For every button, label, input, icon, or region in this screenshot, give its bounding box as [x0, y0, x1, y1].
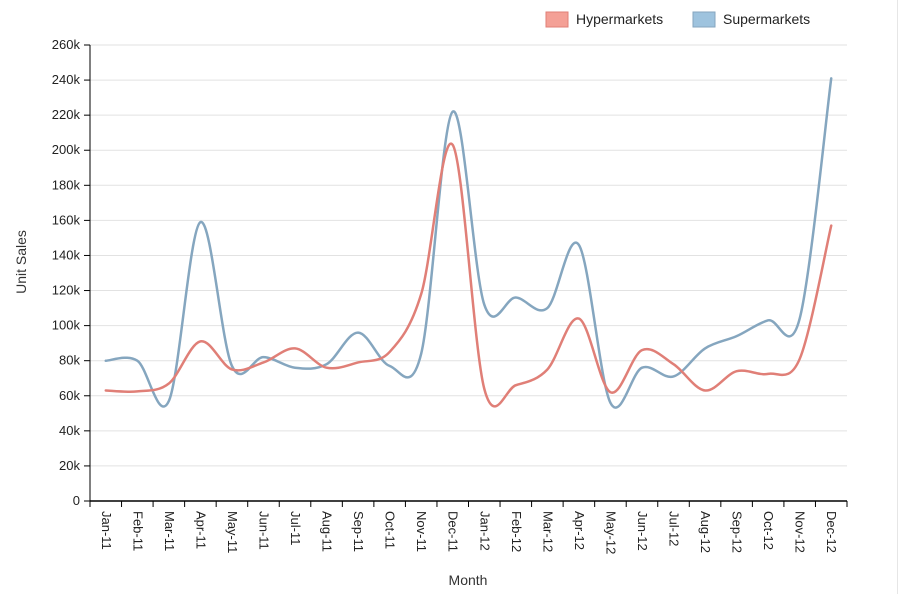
legend-label-supermarkets: Supermarkets [723, 11, 810, 27]
series-line-hypermarkets [104, 142, 833, 408]
x-tick-label: Dec-12 [824, 511, 839, 553]
legend-item-hypermarkets[interactable]: Hypermarkets [545, 11, 663, 28]
x-tick-label: Jul-11 [288, 511, 303, 545]
y-tick-label: 40k [59, 423, 80, 438]
x-tick-label: Feb-11 [130, 511, 145, 551]
x-axis-title: Month [449, 572, 488, 588]
x-tick-label: Jul-12 [667, 511, 682, 546]
legend-swatch-hypermarkets [545, 11, 569, 28]
y-tick-label: 20k [59, 458, 80, 473]
y-tick-label: 140k [52, 247, 81, 262]
x-tick-label: Jan-12 [477, 511, 492, 551]
y-tick-label: 80k [59, 353, 80, 368]
y-axis: 0 20k 40k 60k 80k 100k 120k 140k 160k 180k 200k 220… [52, 37, 91, 508]
y-tick-label: 200k [52, 142, 81, 157]
legend-label-hypermarkets: Hypermarkets [576, 11, 663, 27]
x-tick-label: May-12 [603, 511, 618, 554]
x-tick-label: Dec-11 [446, 511, 461, 552]
legend-item-supermarkets[interactable]: Supermarkets [692, 11, 810, 28]
series-lines [104, 77, 833, 409]
x-tick-label: Sep-12 [730, 511, 745, 553]
series-line-supermarkets [104, 77, 833, 409]
x-tick-label: Aug-11 [320, 511, 335, 552]
y-tick-label: 220k [52, 107, 81, 122]
x-tick-label: Oct-11 [383, 511, 398, 549]
x-axis: Jan-11 Feb-11 Mar-11 Apr-11 May-11 Jun-11 Jul-… [89, 500, 848, 554]
legend: Hypermarkets Supermarkets [545, 11, 810, 28]
x-tick-label: Oct-12 [761, 511, 776, 550]
x-tick-label: Mar-12 [540, 511, 555, 552]
y-tick-label: 180k [52, 177, 81, 192]
y-tick-label: 160k [52, 212, 81, 227]
x-tick-label: Apr-11 [193, 511, 208, 549]
x-tick-label: Mar-11 [162, 511, 177, 551]
y-tick-label: 240k [52, 72, 81, 87]
y-tick-label: 0 [73, 493, 80, 508]
y-tick-label: 260k [52, 37, 81, 52]
y-tick-label: 100k [52, 318, 81, 333]
x-tick-label: Apr-12 [572, 511, 587, 550]
legend-swatch-supermarkets [692, 11, 716, 28]
y-axis-title: Unit Sales [13, 230, 29, 294]
x-tick-label: Aug-12 [698, 511, 713, 553]
x-tick-label: Feb-12 [509, 511, 524, 552]
x-tick-label: Jan-11 [99, 511, 114, 550]
x-tick-label: Nov-12 [793, 511, 808, 553]
y-tick-label: 60k [59, 388, 80, 403]
x-tick-label: May-11 [225, 511, 240, 553]
x-tick-label: Jun-12 [635, 511, 650, 551]
x-tick-label: Nov-11 [414, 511, 429, 552]
x-tick-label: Sep-11 [351, 511, 366, 552]
x-tick-label: Jun-11 [256, 511, 271, 550]
y-tick-label: 120k [52, 283, 81, 298]
